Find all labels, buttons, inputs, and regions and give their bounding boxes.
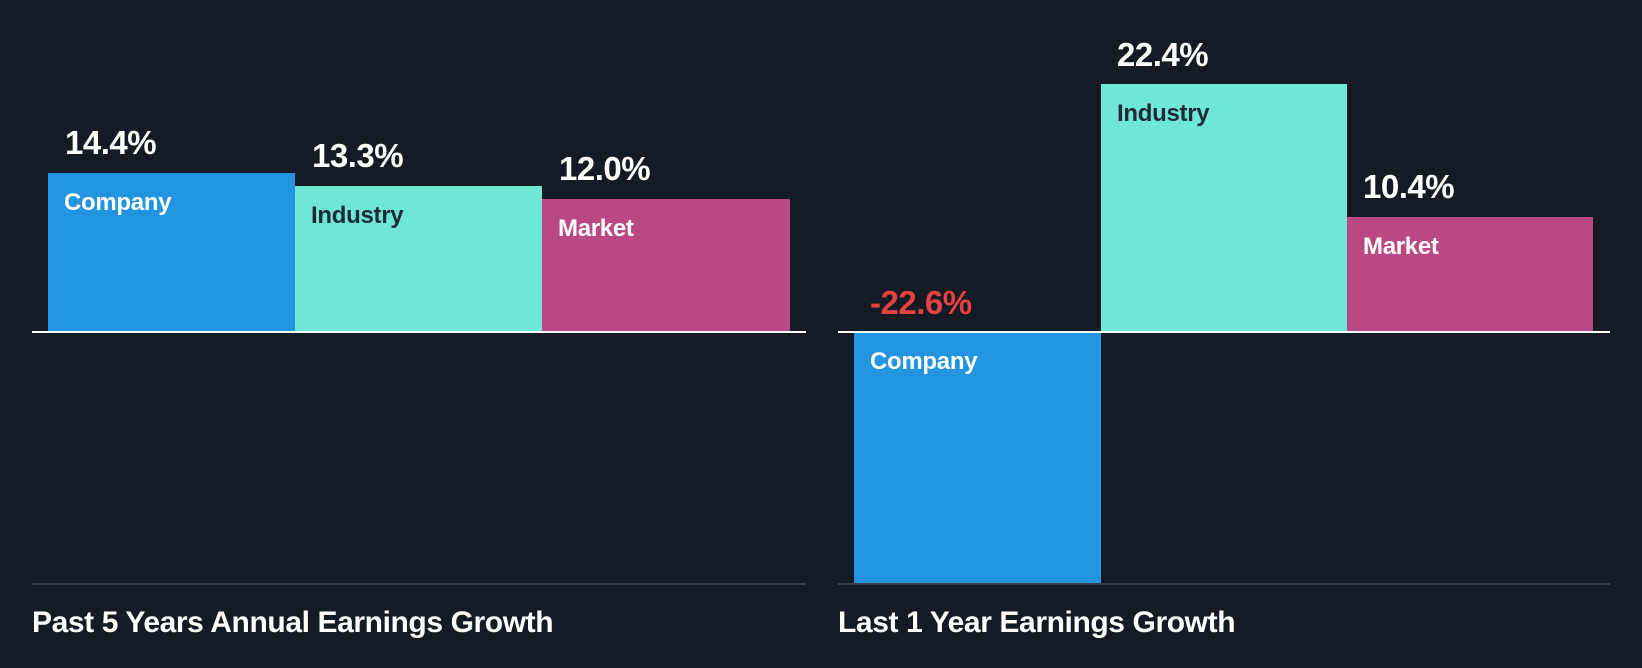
value-label-market: 12.0% (559, 150, 651, 187)
value-label-market: 10.4% (1363, 168, 1455, 205)
bar-company: Company (854, 332, 1101, 584)
value-label-company: -22.6% (870, 284, 972, 321)
bar-label-industry: Industry (311, 202, 404, 229)
bar-label-market: Market (1363, 233, 1439, 260)
bar-market: Market (1347, 217, 1593, 332)
bar-label-market: Market (558, 215, 634, 242)
bar-industry: Industry (295, 186, 542, 332)
bar-label-industry: Industry (1117, 100, 1210, 127)
zero-axis-line (838, 331, 1610, 333)
zero-axis-line (32, 331, 806, 333)
baseline-divider (838, 583, 1610, 585)
bar-market: Market (542, 199, 790, 332)
value-label-company: 14.4% (65, 124, 157, 161)
value-label-industry: 13.3% (312, 137, 404, 174)
chart-title: Past 5 Years Annual Earnings Growth (32, 606, 554, 639)
chart-past-5-years: Company 14.4% Industry 13.3% Market 12.0… (32, 124, 806, 639)
value-label-industry: 22.4% (1117, 36, 1209, 73)
bar-industry: Industry (1101, 84, 1347, 332)
bar-label-company: Company (64, 189, 172, 216)
bar-company: Company (48, 173, 295, 332)
chart-title: Last 1 Year Earnings Growth (838, 606, 1236, 639)
bar-label-company: Company (870, 348, 978, 375)
baseline-divider (32, 583, 806, 585)
